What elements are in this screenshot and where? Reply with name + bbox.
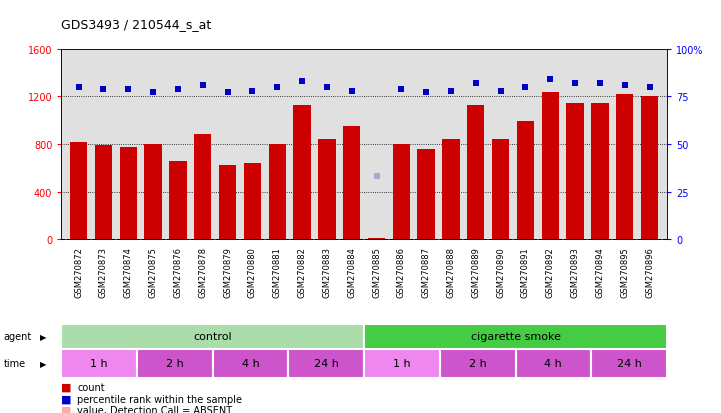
- Text: GSM270889: GSM270889: [472, 246, 480, 297]
- Text: value, Detection Call = ABSENT: value, Detection Call = ABSENT: [77, 405, 232, 413]
- Text: GSM270880: GSM270880: [248, 246, 257, 297]
- Text: GSM270884: GSM270884: [348, 246, 356, 297]
- Text: GSM270886: GSM270886: [397, 246, 406, 297]
- Text: cigarette smoke: cigarette smoke: [471, 332, 560, 342]
- Text: GSM270894: GSM270894: [596, 246, 604, 297]
- Text: GSM270876: GSM270876: [174, 246, 182, 297]
- Bar: [169, 161, 187, 240]
- Text: GSM270883: GSM270883: [322, 246, 332, 297]
- Text: GSM270875: GSM270875: [149, 246, 158, 297]
- Text: count: count: [77, 382, 105, 392]
- Bar: [591, 349, 667, 378]
- Bar: [213, 349, 288, 378]
- Text: ■: ■: [61, 382, 72, 392]
- Bar: [288, 349, 364, 378]
- Bar: [70, 142, 87, 240]
- Text: 2 h: 2 h: [166, 358, 184, 368]
- Bar: [641, 97, 658, 240]
- Text: percentile rank within the sample: percentile rank within the sample: [77, 394, 242, 404]
- Text: GSM270881: GSM270881: [273, 246, 282, 297]
- Text: GSM270891: GSM270891: [521, 246, 530, 297]
- Bar: [194, 135, 211, 240]
- Text: GSM270874: GSM270874: [124, 246, 133, 297]
- Bar: [517, 122, 534, 240]
- Text: GSM270872: GSM270872: [74, 246, 83, 297]
- Text: GSM270895: GSM270895: [620, 246, 629, 297]
- Text: GSM270892: GSM270892: [546, 246, 554, 297]
- Bar: [492, 140, 509, 240]
- Text: GSM270878: GSM270878: [198, 246, 207, 297]
- Text: GSM270893: GSM270893: [570, 246, 580, 297]
- Bar: [616, 95, 634, 240]
- Bar: [94, 146, 112, 240]
- Text: GDS3493 / 210544_s_at: GDS3493 / 210544_s_at: [61, 18, 211, 31]
- Bar: [343, 127, 360, 240]
- Text: GSM270890: GSM270890: [496, 246, 505, 297]
- Text: 4 h: 4 h: [242, 358, 260, 368]
- Text: GSM270879: GSM270879: [223, 246, 232, 297]
- Text: GSM270888: GSM270888: [446, 246, 456, 297]
- Text: GSM270885: GSM270885: [372, 246, 381, 297]
- Text: 4 h: 4 h: [544, 358, 562, 368]
- Text: 2 h: 2 h: [469, 358, 487, 368]
- Bar: [440, 349, 516, 378]
- Bar: [368, 239, 385, 240]
- Text: GSM270873: GSM270873: [99, 246, 108, 297]
- Text: 24 h: 24 h: [616, 358, 642, 368]
- Text: GSM270896: GSM270896: [645, 246, 654, 297]
- Bar: [61, 349, 137, 378]
- Bar: [591, 104, 609, 240]
- Text: control: control: [193, 332, 232, 342]
- Bar: [393, 145, 410, 240]
- Text: GSM270882: GSM270882: [298, 246, 306, 297]
- Bar: [268, 145, 286, 240]
- Text: ■: ■: [61, 405, 72, 413]
- Text: time: time: [4, 358, 26, 368]
- Text: GSM270887: GSM270887: [422, 246, 430, 297]
- Bar: [61, 324, 364, 349]
- Bar: [467, 105, 485, 240]
- Bar: [364, 324, 667, 349]
- Bar: [442, 140, 460, 240]
- Bar: [417, 150, 435, 240]
- Text: 1 h: 1 h: [393, 358, 411, 368]
- Text: 24 h: 24 h: [314, 358, 339, 368]
- Bar: [293, 105, 311, 240]
- Bar: [541, 93, 559, 240]
- Bar: [364, 349, 440, 378]
- Bar: [144, 145, 162, 240]
- Text: ▶: ▶: [40, 359, 46, 368]
- Text: agent: agent: [4, 332, 32, 342]
- Bar: [137, 349, 213, 378]
- Bar: [120, 147, 137, 240]
- Bar: [318, 140, 335, 240]
- Text: ■: ■: [61, 394, 72, 404]
- Text: ▶: ▶: [40, 332, 46, 341]
- Bar: [219, 166, 236, 240]
- Bar: [516, 349, 591, 378]
- Bar: [244, 164, 261, 240]
- Text: 1 h: 1 h: [90, 358, 108, 368]
- Bar: [567, 104, 584, 240]
